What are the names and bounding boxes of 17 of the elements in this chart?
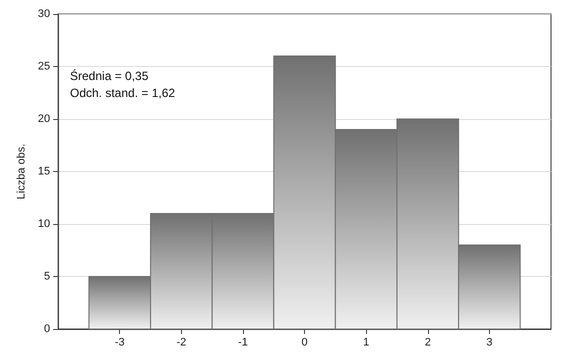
- y-tick-label: 15: [38, 166, 50, 178]
- y-tick-label: 0: [44, 323, 50, 335]
- y-tick-label: 5: [44, 270, 50, 282]
- y-tick-label: 20: [38, 113, 50, 125]
- x-tick-label: 2: [424, 336, 431, 348]
- y-tick-label: 10: [38, 218, 50, 230]
- x-tick-label: 1: [363, 336, 370, 348]
- y-tick-label: 30: [38, 8, 50, 20]
- x-tick-label: -3: [114, 336, 125, 348]
- y-tick-label: 25: [38, 60, 50, 72]
- x-tick-label: 0: [302, 336, 308, 348]
- annotation: Średnia = 0,35: [70, 69, 149, 83]
- x-tick-label: 3: [486, 336, 492, 348]
- y-axis-title: Liczba obs.: [16, 144, 28, 200]
- annotation: Odch. stand. = 1,62: [70, 86, 176, 100]
- x-tick-label: -1: [238, 336, 248, 348]
- x-tick-label: -2: [176, 336, 186, 348]
